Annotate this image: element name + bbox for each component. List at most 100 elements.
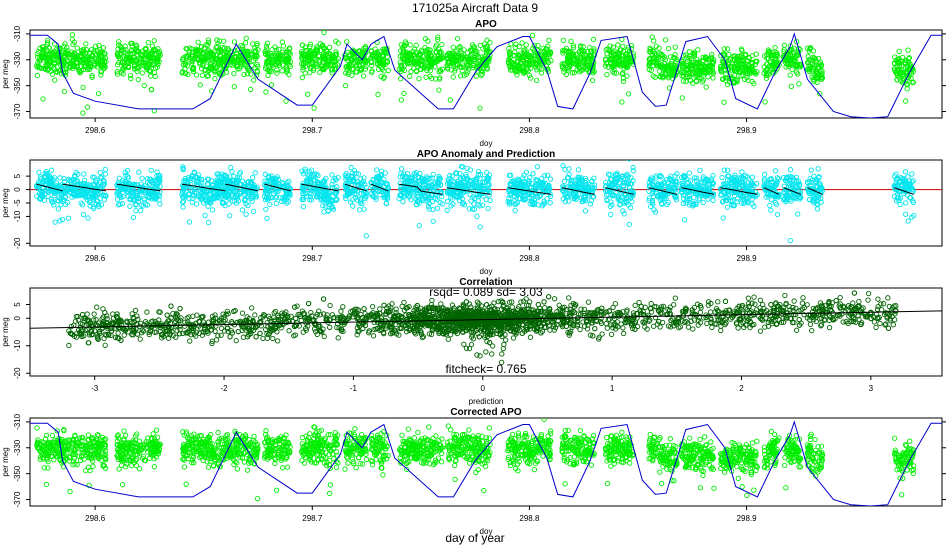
- data-point: [146, 62, 153, 68]
- data-point: [87, 203, 93, 209]
- data-point: [454, 36, 461, 42]
- data-point: [404, 170, 411, 177]
- data-point: [559, 63, 565, 69]
- data-point: [284, 48, 290, 54]
- data-point: [484, 174, 491, 181]
- data-point: [227, 213, 233, 219]
- x-tick-label: 298.6: [85, 254, 106, 263]
- data-point: [281, 183, 287, 189]
- data-point: [420, 58, 426, 64]
- data-point: [351, 48, 357, 55]
- data-point: [797, 64, 803, 70]
- data-point: [360, 55, 367, 61]
- data-point: [565, 174, 571, 181]
- data-point: [135, 76, 141, 83]
- data-point: [613, 70, 620, 76]
- data-point: [269, 47, 275, 53]
- data-point: [460, 175, 467, 181]
- data-point: [518, 67, 524, 73]
- data-point: [422, 63, 428, 69]
- data-point: [623, 56, 629, 62]
- data-point: [284, 179, 290, 186]
- data-point: [131, 191, 137, 197]
- plot-area: [30, 160, 942, 251]
- data-point: [180, 194, 187, 200]
- data-point: [264, 215, 270, 222]
- data-point: [274, 174, 280, 180]
- data-point: [425, 203, 432, 209]
- data-point: [308, 197, 315, 203]
- data-point: [672, 186, 679, 192]
- data-point: [57, 218, 63, 224]
- data-point: [188, 175, 194, 182]
- data-point: [96, 42, 102, 49]
- data-point: [301, 51, 307, 57]
- data-point: [300, 64, 306, 70]
- data-point: [376, 52, 382, 58]
- data-point: [262, 190, 268, 197]
- data-point: [380, 75, 387, 81]
- data-point: [670, 185, 676, 192]
- data-point: [155, 55, 161, 62]
- data-point: [147, 54, 153, 60]
- data-point: [200, 62, 206, 69]
- data-point: [329, 172, 335, 178]
- data-point: [307, 43, 313, 50]
- data-point: [477, 224, 483, 230]
- data-point: [793, 69, 800, 75]
- data-point: [205, 176, 211, 182]
- data-point: [138, 247, 142, 251]
- data-point: [454, 170, 460, 177]
- data-point: [125, 55, 131, 61]
- data-point: [357, 200, 364, 206]
- data-point: [574, 183, 581, 189]
- data-point: [620, 75, 627, 81]
- data-point: [315, 52, 322, 59]
- data-point: [614, 53, 620, 59]
- data-point: [152, 65, 159, 71]
- data-point: [804, 45, 811, 51]
- data-point: [193, 174, 199, 181]
- data-point: [195, 194, 202, 200]
- data-point: [305, 91, 311, 97]
- data-point: [314, 44, 320, 50]
- data-point: [420, 185, 426, 192]
- data-point: [623, 199, 630, 206]
- data-point: [377, 192, 383, 198]
- data-point: [40, 50, 46, 56]
- data-point: [285, 198, 291, 205]
- data-point: [485, 177, 491, 183]
- data-point: [413, 68, 420, 75]
- data-point: [581, 184, 588, 190]
- data-point: [69, 184, 75, 190]
- data-point: [522, 197, 528, 203]
- data-point: [134, 64, 140, 71]
- data-point: [453, 192, 459, 199]
- plot-area: [30, 30, 942, 118]
- data-point: [646, 195, 653, 201]
- data-point: [703, 84, 709, 90]
- data-point: [472, 54, 478, 60]
- data-point: [684, 58, 690, 65]
- data-point: [651, 58, 657, 65]
- data-point: [568, 38, 574, 44]
- data-point: [680, 73, 687, 79]
- data-point: [445, 180, 451, 187]
- data-point: [332, 175, 338, 182]
- data-point: [734, 57, 740, 64]
- data-point: [94, 198, 100, 204]
- data-point: [241, 71, 247, 78]
- data-point: [705, 56, 712, 62]
- data-point: [689, 65, 695, 71]
- data-point: [529, 201, 536, 208]
- data-point: [710, 75, 716, 81]
- data-point: [688, 62, 694, 68]
- data-point: [603, 188, 609, 194]
- data-point: [62, 182, 68, 189]
- data-point: [650, 201, 656, 207]
- data-point: [266, 173, 272, 180]
- data-point: [355, 171, 362, 177]
- data-point: [416, 76, 422, 82]
- data-point: [481, 179, 488, 186]
- data-point: [46, 52, 52, 58]
